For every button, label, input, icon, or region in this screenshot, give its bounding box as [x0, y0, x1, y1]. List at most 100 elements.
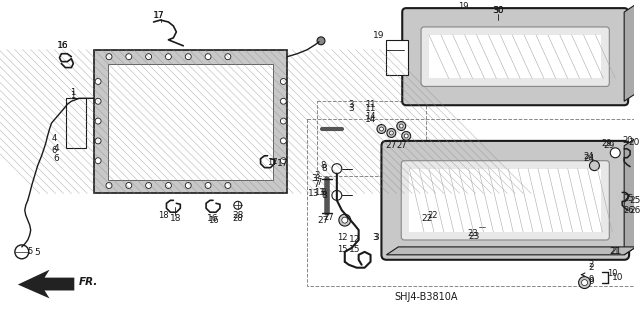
Circle shape — [317, 37, 325, 45]
Text: 15: 15 — [349, 245, 360, 254]
Circle shape — [126, 182, 132, 189]
Text: 25: 25 — [629, 196, 640, 205]
Text: 8: 8 — [321, 164, 327, 173]
Bar — [409, 169, 602, 232]
Text: 14: 14 — [365, 112, 376, 121]
Text: 30: 30 — [493, 6, 504, 15]
Circle shape — [611, 148, 620, 158]
Circle shape — [234, 201, 242, 209]
Circle shape — [377, 124, 386, 133]
Circle shape — [339, 214, 351, 226]
Text: 26: 26 — [629, 206, 640, 215]
Circle shape — [468, 222, 479, 232]
Circle shape — [146, 54, 152, 60]
Circle shape — [332, 190, 342, 200]
Text: 23: 23 — [467, 228, 478, 238]
Bar — [307, 119, 639, 286]
Circle shape — [106, 182, 112, 189]
Circle shape — [225, 54, 231, 60]
Text: 21: 21 — [609, 247, 620, 256]
Text: 3: 3 — [374, 234, 380, 242]
Text: 27: 27 — [317, 216, 329, 225]
Text: 2: 2 — [589, 263, 595, 272]
Circle shape — [582, 279, 588, 286]
Circle shape — [95, 118, 101, 124]
Polygon shape — [406, 27, 624, 101]
Text: 23: 23 — [468, 233, 479, 241]
Text: 4: 4 — [52, 134, 57, 144]
Text: 27: 27 — [396, 141, 406, 150]
Text: 30: 30 — [493, 6, 504, 15]
Text: 17: 17 — [153, 11, 164, 19]
FancyBboxPatch shape — [401, 161, 609, 240]
Circle shape — [15, 245, 29, 259]
Text: 16: 16 — [207, 214, 219, 223]
Circle shape — [95, 98, 101, 104]
Circle shape — [579, 277, 591, 288]
Text: 18: 18 — [158, 211, 169, 220]
Text: 1: 1 — [70, 91, 75, 100]
Circle shape — [106, 54, 112, 60]
Circle shape — [387, 129, 396, 137]
Circle shape — [380, 127, 383, 131]
Circle shape — [442, 212, 454, 224]
Circle shape — [95, 78, 101, 85]
Bar — [67, 98, 86, 148]
Bar — [94, 50, 287, 193]
Bar — [429, 35, 602, 78]
Circle shape — [185, 54, 191, 60]
Text: 16: 16 — [57, 41, 68, 50]
Text: 28: 28 — [232, 211, 243, 220]
Text: 1: 1 — [70, 88, 75, 97]
Circle shape — [402, 131, 411, 140]
Text: 17: 17 — [277, 159, 289, 168]
Text: 7: 7 — [316, 178, 322, 187]
Circle shape — [95, 138, 101, 144]
Text: 20: 20 — [628, 138, 639, 147]
Polygon shape — [18, 270, 74, 298]
Text: 12: 12 — [349, 235, 360, 244]
Circle shape — [95, 158, 101, 164]
Text: 29: 29 — [604, 141, 615, 150]
Text: 16: 16 — [208, 216, 218, 225]
Circle shape — [332, 164, 342, 174]
Polygon shape — [624, 4, 636, 101]
Circle shape — [205, 182, 211, 189]
Bar — [387, 40, 408, 75]
Circle shape — [280, 158, 286, 164]
Circle shape — [225, 182, 231, 189]
Text: 27: 27 — [386, 141, 397, 150]
Text: 13: 13 — [314, 188, 324, 197]
Circle shape — [342, 217, 348, 223]
Circle shape — [146, 182, 152, 189]
Text: FR.: FR. — [79, 277, 99, 286]
Text: 3: 3 — [348, 104, 353, 113]
Circle shape — [166, 54, 172, 60]
Circle shape — [126, 54, 132, 60]
Circle shape — [589, 161, 600, 171]
Text: 12: 12 — [337, 234, 348, 242]
Text: 28: 28 — [232, 214, 243, 223]
Text: 7: 7 — [313, 180, 319, 189]
Text: 9: 9 — [589, 277, 595, 286]
Text: 19: 19 — [458, 2, 469, 11]
Text: 11: 11 — [365, 100, 376, 109]
Bar — [317, 101, 426, 175]
Polygon shape — [624, 138, 636, 255]
Circle shape — [389, 131, 394, 135]
Circle shape — [205, 54, 211, 60]
Text: SHJ4-B3810A: SHJ4-B3810A — [394, 293, 458, 302]
Circle shape — [397, 122, 406, 130]
FancyBboxPatch shape — [421, 27, 609, 86]
Text: 14: 14 — [365, 115, 376, 123]
Text: 11: 11 — [365, 104, 376, 113]
Circle shape — [280, 118, 286, 124]
Text: 21: 21 — [611, 247, 622, 256]
Text: 18: 18 — [170, 214, 181, 223]
Text: 8: 8 — [320, 188, 326, 197]
Text: 10: 10 — [607, 269, 618, 278]
Text: 17: 17 — [153, 11, 164, 19]
Circle shape — [399, 124, 403, 128]
Circle shape — [445, 215, 451, 221]
Text: 6: 6 — [52, 146, 57, 155]
